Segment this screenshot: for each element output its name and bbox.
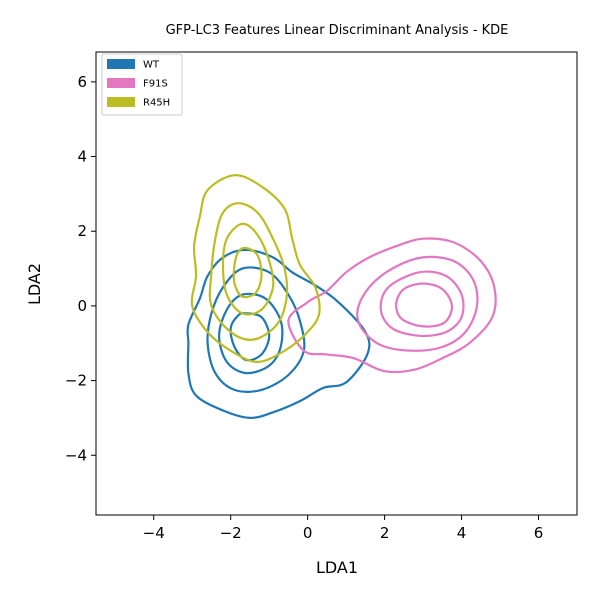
contour-wt-2 (206, 266, 306, 393)
legend-label-f91s: F91S (143, 79, 168, 90)
y-tick-label: −2 (65, 372, 87, 390)
contour-r45h-1 (190, 174, 321, 363)
x-tick-label: 4 (457, 524, 467, 542)
x-axis-ticks: −4 −2 0 2 4 6 (143, 515, 544, 542)
plot-frame (95, 51, 578, 516)
y-tick-label: 6 (77, 73, 87, 91)
contour-f91s-1 (287, 237, 497, 374)
legend-swatch-f91s (107, 78, 135, 88)
y-tick-label: 4 (77, 148, 87, 166)
legend: WT F91S R45H (101, 53, 183, 116)
y-axis-ticks: −4 −2 0 2 4 6 (65, 73, 96, 464)
contour-f91s-3 (379, 270, 465, 338)
x-tick-label: 2 (380, 524, 390, 542)
contour-r45h-4 (232, 246, 263, 299)
y-tick-label: 2 (77, 222, 87, 240)
x-tick-label: 0 (303, 524, 313, 542)
legend-swatch-wt (107, 59, 135, 69)
contour-r45h-3 (221, 222, 275, 316)
legend-label-r45h: R45H (143, 98, 170, 109)
x-tick-label: −4 (143, 524, 165, 542)
contour-r45h-2 (208, 202, 289, 341)
x-tick-label: −2 (220, 524, 242, 542)
y-axis-label: LDA2 (25, 263, 44, 305)
x-axis-label: LDA1 (316, 558, 358, 577)
contour-f91s-4 (394, 282, 454, 328)
legend-label-wt: WT (143, 60, 160, 71)
chart-title: GFP-LC3 Features Linear Discriminant Ana… (166, 23, 509, 38)
legend-swatch-r45h (107, 97, 135, 107)
contour-layer (186, 174, 497, 420)
y-tick-label: 0 (77, 297, 87, 315)
x-tick-label: 6 (534, 524, 544, 542)
y-tick-label: −4 (65, 446, 87, 464)
contour-f91s-2 (356, 255, 479, 352)
contour-wt-1 (186, 248, 371, 420)
